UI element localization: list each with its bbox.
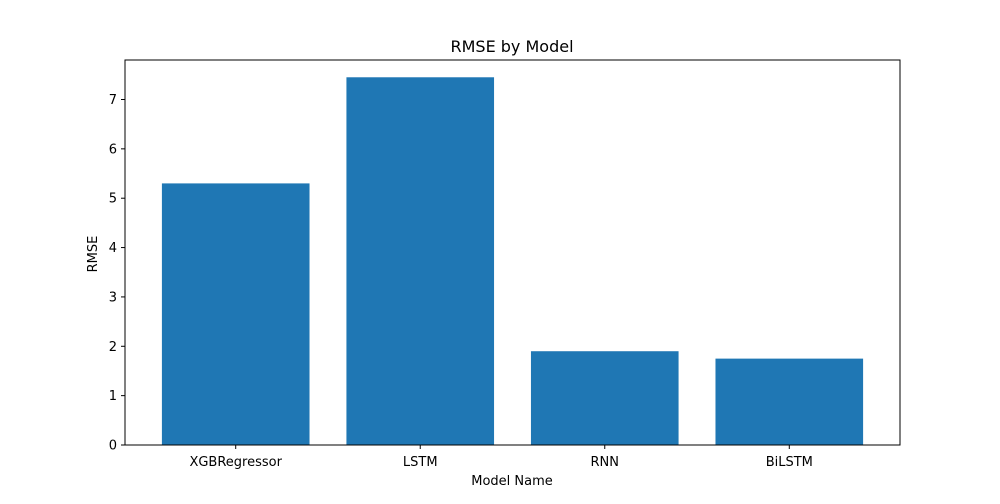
y-tick-label: 2: [109, 340, 117, 355]
x-tick-label: RNN: [591, 455, 619, 470]
bar-lstm: [346, 77, 495, 445]
bar-xgbregressor: [161, 183, 310, 445]
y-tick-label: 5: [109, 192, 117, 207]
y-axis: 0 1 2 3 4 5 6 7: [109, 93, 125, 454]
y-tick-label: 0: [109, 439, 117, 454]
chart-title: RMSE by Model: [450, 37, 573, 56]
bars-layer: [161, 77, 864, 445]
x-tick-label: LSTM: [403, 455, 438, 470]
x-tick-label: BiLSTM: [766, 455, 813, 470]
y-tick-label: 6: [109, 142, 117, 157]
y-axis-label: RMSE: [86, 236, 101, 273]
y-tick-label: 7: [109, 93, 117, 108]
y-tick-label: 1: [109, 389, 117, 404]
plot-frame: [124, 59, 901, 446]
bar-bilstm: [715, 358, 864, 445]
y-tick-label: 3: [109, 290, 117, 305]
x-tick-label: XGBRegressor: [189, 455, 282, 470]
x-axis-label: Model Name: [471, 474, 553, 489]
x-axis: XGBRegressor LSTM RNN BiLSTM: [189, 445, 813, 470]
bar-rnn: [530, 351, 679, 445]
y-tick-label: 4: [109, 241, 117, 256]
